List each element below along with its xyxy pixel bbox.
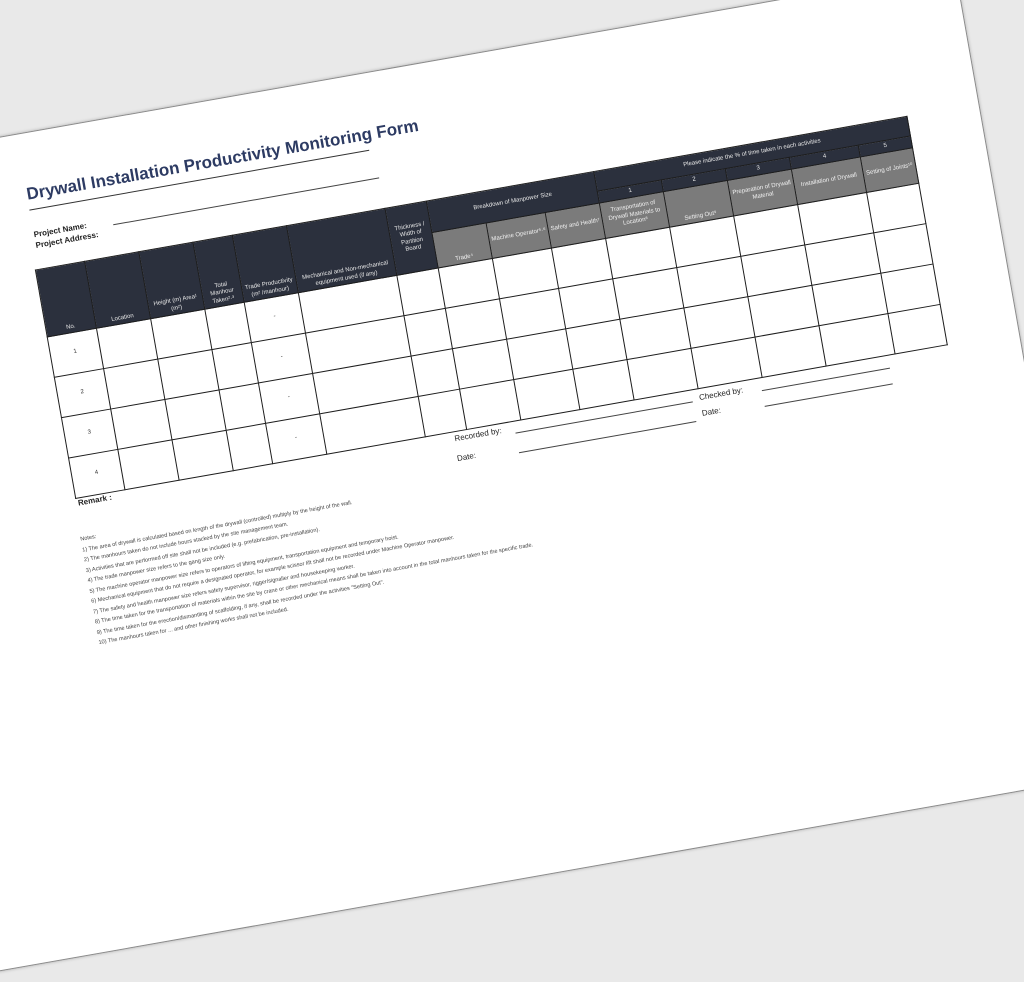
table-cell[interactable] <box>459 379 521 430</box>
table-cell[interactable] <box>219 382 266 431</box>
table-cell[interactable] <box>171 430 234 481</box>
table-cell[interactable] <box>211 342 259 390</box>
row-number: 4 <box>68 449 125 499</box>
table-cell[interactable] <box>226 423 273 471</box>
table-cell[interactable] <box>887 304 948 354</box>
productivity-cell[interactable]: - <box>265 413 327 464</box>
table-cell[interactable] <box>572 359 635 410</box>
table-cell[interactable] <box>204 302 252 350</box>
table-cell[interactable] <box>117 439 180 490</box>
table-cell[interactable] <box>418 389 467 437</box>
